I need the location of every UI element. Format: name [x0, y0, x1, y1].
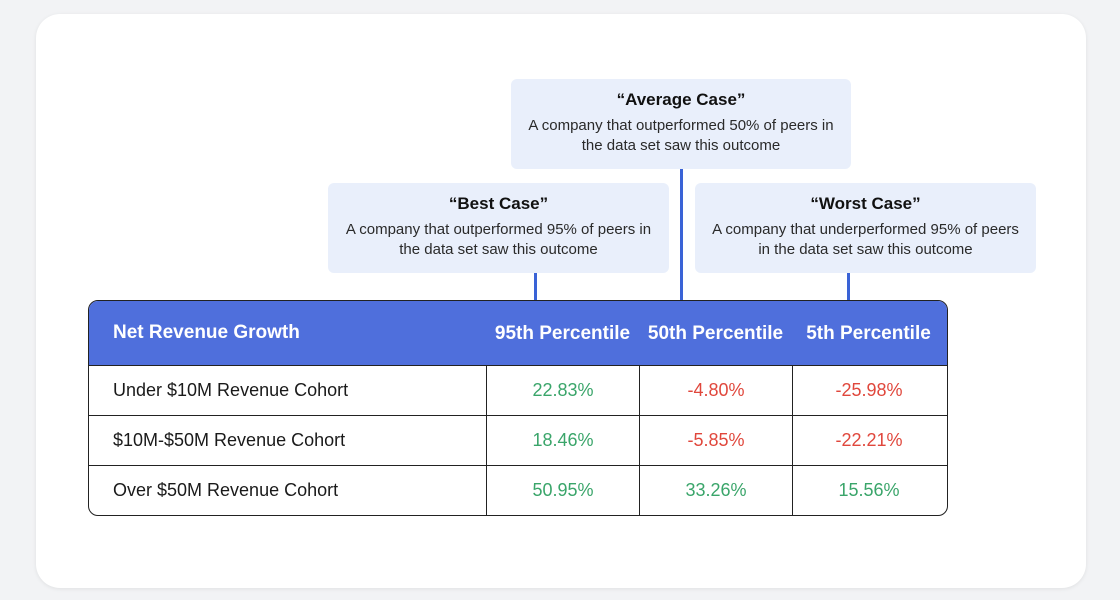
worst-case-callout: “Worst Case” A company that underperform… — [695, 183, 1036, 273]
best-case-description: A company that outperformed 95% of peers… — [345, 221, 652, 258]
average-case-callout: “Average Case” A company that outperform… — [511, 79, 851, 169]
table-row: Under $10M Revenue Cohort 22.83% -4.80% … — [89, 365, 947, 415]
row-label: Under $10M Revenue Cohort — [113, 380, 349, 400]
header-5th-percentile: 5th Percentile — [806, 322, 931, 344]
average-case-connector — [680, 169, 683, 300]
worst-case-connector — [847, 273, 850, 300]
worst-case-description: A company that underperformed 95% of pee… — [712, 221, 1019, 258]
header-50th-percentile: 50th Percentile — [647, 322, 784, 344]
value-95th: 18.46% — [486, 416, 639, 465]
average-case-title: “Average Case” — [616, 90, 746, 109]
value-95th: 50.95% — [486, 466, 639, 515]
value-95th: 22.83% — [486, 366, 639, 415]
best-case-title: “Best Case” — [448, 194, 549, 213]
value-5th: 15.56% — [792, 466, 945, 515]
average-case-description: A company that outperformed 50% of peers… — [528, 117, 834, 154]
best-case-callout: “Best Case” A company that outperformed … — [328, 183, 669, 273]
header-metric: Net Revenue Growth — [113, 322, 300, 343]
table-row: Over $50M Revenue Cohort 50.95% 33.26% 1… — [89, 465, 947, 515]
row-label: $10M-$50M Revenue Cohort — [113, 430, 346, 450]
best-case-connector — [534, 273, 537, 300]
value-50th: 33.26% — [639, 466, 792, 515]
value-5th: -22.21% — [792, 416, 945, 465]
table-header-row: Net Revenue Growth 95th Percentile 50th … — [89, 301, 947, 365]
value-50th: -5.85% — [639, 416, 792, 465]
header-95th-percentile: 95th Percentile — [494, 322, 631, 344]
worst-case-title: “Worst Case” — [810, 194, 921, 213]
value-5th: -25.98% — [792, 366, 945, 415]
table-row: $10M-$50M Revenue Cohort 18.46% -5.85% -… — [89, 415, 947, 465]
row-label: Over $50M Revenue Cohort — [113, 480, 339, 500]
net-revenue-growth-table: Net Revenue Growth 95th Percentile 50th … — [88, 300, 948, 516]
value-50th: -4.80% — [639, 366, 792, 415]
